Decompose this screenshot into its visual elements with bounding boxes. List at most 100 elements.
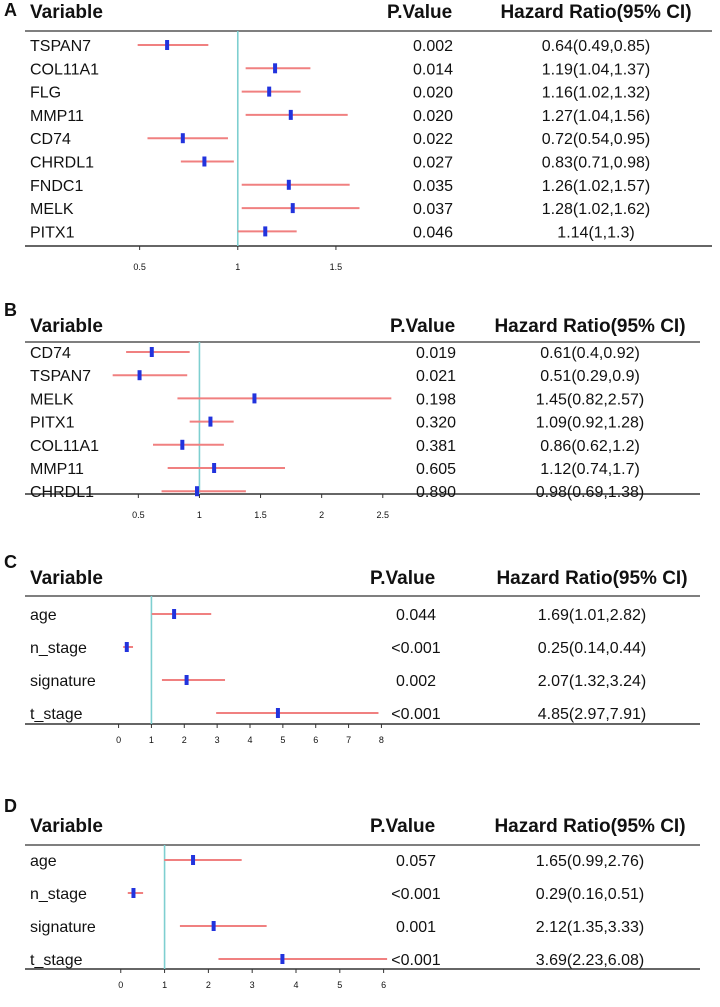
panel-b-row-melk-pvalue: 0.198 bbox=[416, 391, 456, 408]
panel-a-row-fndc1-pvalue: 0.035 bbox=[413, 178, 453, 195]
panel-a-row-pitx1-variable: PITX1 bbox=[30, 224, 75, 241]
panel-a-row-chrdl1-hr: 0.83(0.71,0.98) bbox=[542, 155, 651, 172]
panel-a-row-flg-variable: FLG bbox=[30, 85, 61, 102]
panel-d-row-signature-hr: 2.12(1.35,3.33) bbox=[536, 919, 645, 936]
panel-a-header-variable: Variable bbox=[30, 2, 103, 23]
panel-b-row-tspan7-point bbox=[137, 370, 142, 381]
panel-d-header-variable: Variable bbox=[30, 816, 103, 837]
panel-d-header-hr: Hazard Ratio(95% CI) bbox=[494, 816, 685, 837]
panel-c-tick-label-1: 1 bbox=[149, 735, 154, 745]
panel-b-row-col11a1-pvalue: 0.381 bbox=[416, 438, 456, 455]
panel-c-tick-label-2: 2 bbox=[182, 735, 187, 745]
panel-a-row-mmp11-point bbox=[288, 109, 293, 120]
panel-d-row-age-variable: age bbox=[30, 853, 57, 870]
panel-b-row-mmp11-variable: MMP11 bbox=[30, 461, 84, 478]
panel-c-row-signature-variable: signature bbox=[30, 673, 96, 690]
panel-d-row-signature-variable: signature bbox=[30, 919, 96, 936]
panel-d-tick-label-6: 6 bbox=[381, 980, 386, 990]
panel-c-header-pvalue: P.Value bbox=[370, 568, 435, 589]
panel-c-row-age-point bbox=[172, 609, 177, 619]
panel-b-row-mmp11-hr: 1.12(0.74,1.7) bbox=[540, 461, 640, 478]
panel-b-header-variable: Variable bbox=[30, 316, 103, 337]
panel-a-row-cd74-point bbox=[180, 133, 185, 144]
panel-c-row-n-stage-variable: n_stage bbox=[30, 640, 87, 657]
panel-c-tick-label-3: 3 bbox=[215, 735, 220, 745]
panel-c-row-age-hr: 1.69(1.01,2.82) bbox=[538, 607, 647, 624]
panel-b-row-melk-hr: 1.45(0.82,2.57) bbox=[536, 391, 645, 408]
panel-a-row-fndc1-point bbox=[286, 179, 291, 190]
panel-a-row-fndc1-hr: 1.26(1.02,1.57) bbox=[542, 178, 651, 195]
panel-d-row-signature-pvalue: 0.001 bbox=[396, 919, 436, 936]
panel-b-row-cd74-point bbox=[149, 347, 154, 357]
panel-c-tick-label-0: 0 bbox=[116, 735, 121, 745]
panel-d-row-t-stage-pvalue: <0.001 bbox=[391, 952, 440, 969]
panel-b-row-mmp11-point bbox=[212, 463, 217, 473]
panel-d-tick-label-0: 0 bbox=[118, 980, 123, 990]
panel-c-row-signature-pvalue: 0.002 bbox=[396, 673, 436, 690]
panel-a-header-pvalue: P.Value bbox=[387, 2, 452, 23]
panel-d-row-n-stage-pvalue: <0.001 bbox=[391, 886, 440, 903]
panel-b-row-chrdl1-hr: 0.98(0.69,1.38) bbox=[536, 484, 645, 501]
panel-c-tick-label-7: 7 bbox=[346, 735, 351, 745]
panel-b-row-pitx1-hr: 1.09(0.92,1.28) bbox=[536, 415, 645, 432]
panel-d-tick-label-2: 2 bbox=[206, 980, 211, 990]
panel-b-tick-label-3: 2 bbox=[319, 510, 324, 520]
panel-b-row-pitx1-variable: PITX1 bbox=[30, 415, 75, 432]
panel-c-row-age-pvalue: 0.044 bbox=[396, 607, 436, 624]
panel-c-row-signature-point bbox=[184, 675, 189, 685]
panel-c-tick-label-8: 8 bbox=[379, 735, 384, 745]
panel-c-row-n-stage-hr: 0.25(0.14,0.44) bbox=[538, 640, 647, 657]
panel-a-row-pitx1-pvalue: 0.046 bbox=[413, 224, 453, 241]
panel-b-label: B bbox=[4, 300, 17, 320]
panel-a-row-pitx1-point bbox=[263, 226, 268, 237]
panel-b-row-chrdl1-point bbox=[195, 486, 199, 497]
panel-a-row-tspan7-pvalue: 0.002 bbox=[413, 38, 453, 55]
panel-a-row-chrdl1-point bbox=[202, 156, 207, 167]
panel-d-row-n-stage-point bbox=[131, 888, 136, 898]
panel-b-row-melk-variable: MELK bbox=[30, 391, 74, 408]
panel-b-row-col11a1-variable: COL11A1 bbox=[30, 438, 99, 455]
panel-c-tick-label-5: 5 bbox=[280, 735, 285, 745]
panel-c-row-t-stage-pvalue: <0.001 bbox=[391, 706, 440, 723]
panel-d-tick-label-4: 4 bbox=[293, 980, 298, 990]
panel-c-label: C bbox=[4, 552, 17, 572]
panel-a-row-pitx1-hr: 1.14(1,1.3) bbox=[557, 224, 634, 241]
panel-a-row-col11a1-hr: 1.19(1.04,1.37) bbox=[542, 61, 651, 78]
panel-d-tick-label-5: 5 bbox=[337, 980, 342, 990]
panel-d-row-n-stage-variable: n_stage bbox=[30, 886, 87, 903]
panel-b-row-cd74-variable: CD74 bbox=[30, 345, 71, 362]
panel-a-row-cd74-pvalue: 0.022 bbox=[413, 131, 453, 148]
panel-a-row-cd74-variable: CD74 bbox=[30, 131, 71, 148]
panel-a-row-flg-pvalue: 0.020 bbox=[413, 85, 453, 102]
panel-c-row-n-stage-pvalue: <0.001 bbox=[391, 640, 440, 657]
panel-a-tick-label-1: 1 bbox=[235, 262, 240, 272]
panel-b-row-tspan7-variable: TSPAN7 bbox=[30, 368, 91, 385]
panel-b-row-tspan7-hr: 0.51(0.29,0.9) bbox=[540, 368, 640, 385]
panel-c-tick-label-6: 6 bbox=[313, 735, 318, 745]
panel-d-row-age-point bbox=[191, 855, 196, 865]
panel-b-header-pvalue: P.Value bbox=[390, 316, 455, 337]
panel-a-row-cd74-hr: 0.72(0.54,0.95) bbox=[542, 131, 651, 148]
panel-c-row-n-stage-point bbox=[124, 642, 129, 652]
panel-b-row-col11a1-point bbox=[180, 439, 185, 450]
panel-a-row-mmp11-variable: MMP11 bbox=[30, 108, 84, 125]
panel-a-row-chrdl1-variable: CHRDL1 bbox=[30, 155, 94, 172]
panel-a-row-chrdl1-pvalue: 0.027 bbox=[413, 155, 453, 172]
panel-a-row-fndc1-variable: FNDC1 bbox=[30, 178, 83, 195]
panel-c-row-t-stage-hr: 4.85(2.97,7.91) bbox=[538, 706, 647, 723]
panel-b-row-pitx1-pvalue: 0.320 bbox=[416, 415, 456, 432]
panel-a-row-tspan7-variable: TSPAN7 bbox=[30, 38, 91, 55]
panel-b-row-chrdl1-pvalue: 0.890 bbox=[416, 484, 456, 501]
panel-a-row-melk-point bbox=[290, 203, 295, 214]
panel-b-tick-label-4: 2.5 bbox=[377, 510, 390, 520]
panel-b-row-col11a1-hr: 0.86(0.62,1.2) bbox=[540, 438, 640, 455]
panel-c-row-age-variable: age bbox=[30, 607, 57, 624]
panel-d-tick-label-1: 1 bbox=[162, 980, 167, 990]
panel-d-row-signature-point bbox=[211, 921, 216, 931]
panel-d-tick-label-3: 3 bbox=[250, 980, 255, 990]
panel-b-row-melk-point bbox=[252, 393, 257, 404]
panel-d-row-age-pvalue: 0.057 bbox=[396, 853, 436, 870]
panel-a-row-melk-hr: 1.28(1.02,1.62) bbox=[542, 201, 651, 218]
panel-d-label: D bbox=[4, 796, 17, 816]
